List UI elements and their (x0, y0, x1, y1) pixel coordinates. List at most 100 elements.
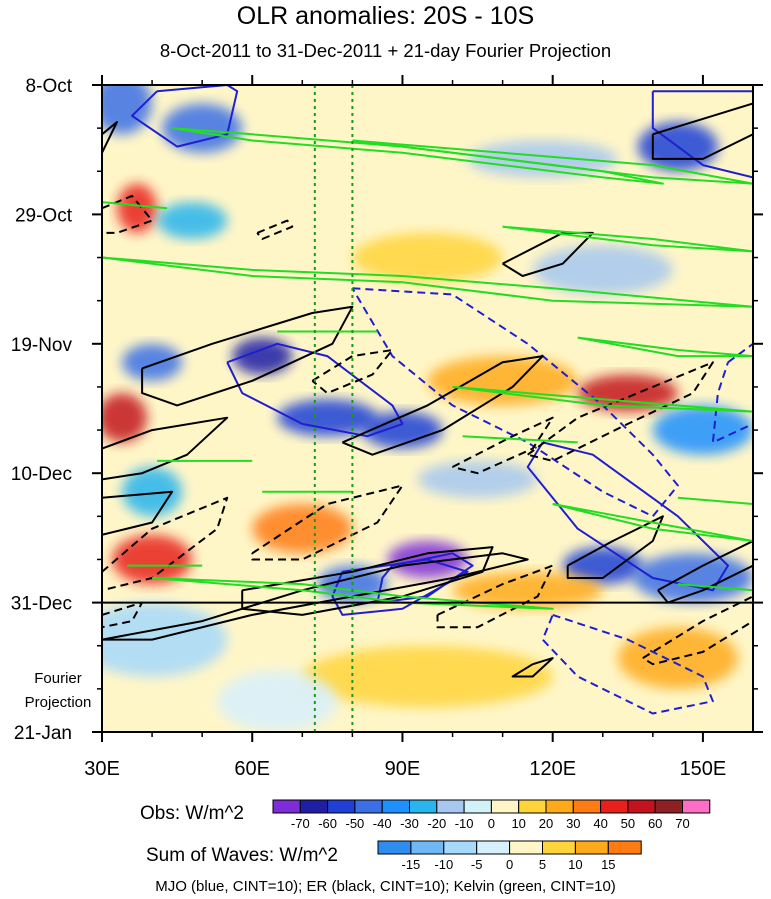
er-contour (651, 102, 753, 160)
y-tick-label: 29-Oct (15, 205, 73, 226)
axes: 30E 60E 90E 120E 150E 8-Oct 29-Oct 19-Nov 10-Dec… (11, 75, 763, 780)
colorbar-label: 60 (648, 816, 662, 831)
kelvin-contour (552, 503, 753, 542)
er-contour (102, 490, 174, 536)
y-tick-label: 21-Jan (14, 723, 72, 744)
mjo-contour (711, 342, 753, 444)
er-contour (256, 219, 294, 240)
x-tick-label: 30E (84, 758, 120, 780)
mjo-contour (651, 90, 753, 179)
er-contour (511, 657, 554, 678)
wave-contours (102, 85, 753, 715)
colorbar-label: -40 (373, 816, 392, 831)
colorbar-label: 10 (568, 857, 582, 872)
anomaly-blob (427, 356, 578, 406)
waves-colorbar: -15 -10 -5 0 5 10 15 (377, 840, 642, 872)
er-contour (311, 349, 394, 395)
obs-colorbar-title: Obs: W/m^2 (140, 803, 244, 824)
colorbar-label: -10 (434, 857, 453, 872)
plot-frame (101, 84, 754, 733)
colorbar-label: 10 (511, 816, 525, 831)
er-contour (102, 552, 529, 641)
colorbars: -70 -60 -50 -40 -30 -20 -10 0 10 20 30 40 50 60 70-15-… (272, 799, 711, 872)
x-tick-label: 150E (680, 758, 727, 780)
colorbar-box (463, 799, 492, 814)
anomaly-blob (452, 571, 603, 609)
anomaly-blob (122, 467, 183, 517)
colorbar-label: -10 (455, 816, 474, 831)
anomaly-blob (417, 460, 538, 498)
colorbar-box (381, 799, 411, 814)
colorbar-box (518, 799, 547, 814)
colorbar-label: 40 (593, 816, 607, 831)
colorbar-label: -30 (400, 816, 419, 831)
anomaly-blob (232, 337, 293, 375)
colorbar-box (490, 799, 520, 814)
colorbar-label: -50 (346, 816, 365, 831)
colorbar-label: 0 (488, 816, 495, 831)
er-contour (141, 305, 354, 407)
kelvin-contour (577, 336, 753, 358)
anomaly-blob (162, 103, 243, 153)
obs-colorbar: -70 -60 -50 -40 -30 -20 -10 0 10 20 30 40 50 60 70 (272, 799, 711, 831)
colorbar-label: -15 (402, 857, 421, 872)
colorbar-box (410, 840, 445, 855)
contour-legend-note: MJO (blue, CINT=10); ER (black, CINT=10)… (155, 878, 616, 895)
er-contour (102, 496, 229, 592)
y-tick-label: 8-Oct (26, 76, 73, 97)
y-tick-label: 19-Nov (11, 335, 73, 356)
er-contour (452, 416, 554, 475)
projection-label-line1: Fourier (34, 670, 82, 687)
colorbar-label: 70 (675, 816, 689, 831)
waves-colorbar-title: Sum of Waves: W/m^2 (146, 845, 338, 866)
plot-area (102, 85, 753, 732)
er-contour (436, 564, 554, 629)
er-contour (642, 595, 753, 666)
colorbar-label: 5 (539, 857, 546, 872)
anomaly-blob (302, 645, 553, 708)
er-contour (527, 361, 714, 462)
colorbar-label: 50 (621, 816, 635, 831)
chart-title: OLR anomalies: 20S - 10S (236, 2, 535, 30)
er-contour (342, 355, 544, 456)
er-contour (102, 194, 154, 234)
mjo-contour (526, 441, 729, 592)
er-contour (502, 231, 594, 277)
mjo-contour (226, 342, 404, 438)
colorbar-box (607, 840, 642, 855)
er-contour (251, 484, 404, 561)
colorbar-box (600, 799, 629, 814)
colorbar-label: 15 (601, 857, 615, 872)
anomaly-blob (352, 232, 503, 283)
kelvin-contour (677, 496, 753, 505)
mjo-contour (541, 613, 714, 715)
colorbar-label: 0 (506, 857, 513, 872)
anomaly-blob (102, 602, 228, 677)
mjo-contour (131, 85, 239, 148)
er-contour (102, 416, 229, 481)
colorbar-box (545, 799, 574, 814)
anomaly-blob (157, 202, 228, 240)
kelvin-contour (102, 256, 753, 308)
projection-label-line2: Projection (24, 694, 92, 711)
colorbar-box (572, 799, 602, 814)
kelvin-contour (152, 577, 554, 610)
kelvin-contour (102, 201, 168, 210)
anomaly-blob (122, 343, 183, 381)
anomaly-blob (632, 553, 753, 603)
x-tick-label: 60E (234, 758, 270, 780)
kelvin-contour (502, 225, 753, 253)
colorbar-box (654, 799, 684, 814)
er-contour (566, 515, 664, 579)
x-tick-label: 90E (385, 758, 421, 780)
kelvin-contour (677, 583, 753, 592)
reference-lines (313, 85, 354, 732)
colorbar-label: -5 (471, 857, 483, 872)
chart-subtitle: 8-Oct-2011 to 31-Dec-2011 + 21-day Fouri… (159, 40, 612, 61)
anomaly-blob (112, 534, 193, 585)
colorbar-box (509, 840, 544, 855)
anomaly-blob (102, 393, 148, 443)
colorbar-label: -70 (291, 816, 310, 831)
colorbar-label: -60 (318, 816, 337, 831)
